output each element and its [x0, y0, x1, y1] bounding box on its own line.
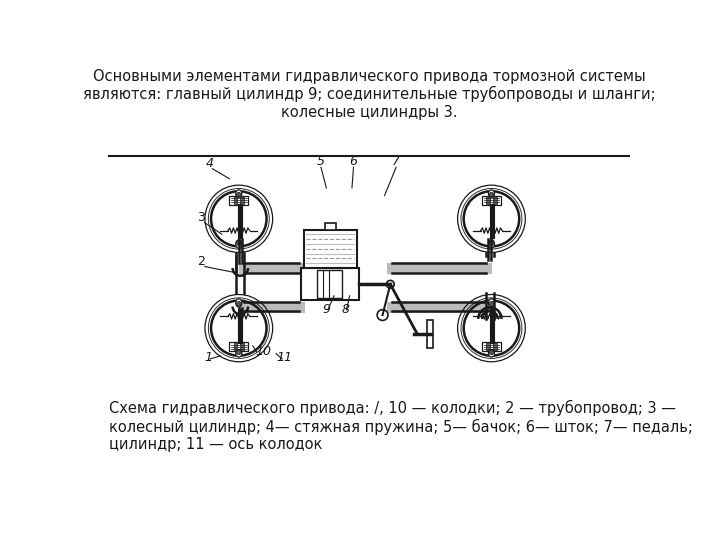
Circle shape	[489, 241, 494, 245]
Bar	[233, 197, 238, 204]
Text: 7: 7	[392, 155, 400, 168]
Circle shape	[236, 301, 241, 306]
Bar	[493, 197, 497, 204]
Ellipse shape	[235, 299, 242, 307]
Text: 1: 1	[204, 351, 212, 364]
Bar	[317, 271, 342, 298]
Text: 8: 8	[342, 303, 350, 316]
Circle shape	[236, 241, 241, 245]
Bar	[486, 343, 490, 350]
Circle shape	[237, 192, 241, 197]
Bar	[482, 196, 500, 205]
Text: 11: 11	[276, 351, 292, 364]
Ellipse shape	[488, 190, 495, 197]
Ellipse shape	[488, 240, 495, 248]
Text: 3: 3	[197, 211, 204, 224]
Text: Основными элементами гидравлического привода тормозной системы
являются: главный: Основными элементами гидравлического при…	[83, 69, 655, 120]
Text: 5: 5	[316, 155, 324, 168]
Text: 9: 9	[323, 303, 330, 316]
Bar	[482, 342, 500, 351]
Bar	[301, 268, 359, 300]
Ellipse shape	[488, 350, 495, 357]
Text: 6: 6	[350, 155, 358, 168]
Bar	[486, 197, 490, 204]
Bar	[304, 230, 356, 268]
Circle shape	[489, 301, 494, 306]
Text: Схема гидравлического привода: /, 10 — колодки; 2 — трубопровод; 3 —
колесный ци: Схема гидравлического привода: /, 10 — к…	[109, 400, 693, 452]
Ellipse shape	[488, 299, 495, 307]
Bar	[427, 320, 433, 348]
Bar	[230, 196, 248, 205]
Bar	[233, 343, 238, 350]
Bar	[240, 343, 244, 350]
Circle shape	[387, 280, 394, 288]
Bar	[325, 224, 336, 230]
Circle shape	[237, 350, 241, 355]
Circle shape	[490, 192, 494, 197]
Ellipse shape	[235, 240, 242, 248]
Text: 10: 10	[255, 345, 271, 358]
Ellipse shape	[235, 350, 242, 357]
Bar	[230, 342, 248, 351]
Bar	[493, 343, 497, 350]
Text: 2: 2	[197, 255, 204, 268]
Ellipse shape	[235, 190, 242, 197]
Circle shape	[490, 350, 494, 355]
Text: 4: 4	[206, 157, 215, 170]
Bar	[240, 197, 244, 204]
